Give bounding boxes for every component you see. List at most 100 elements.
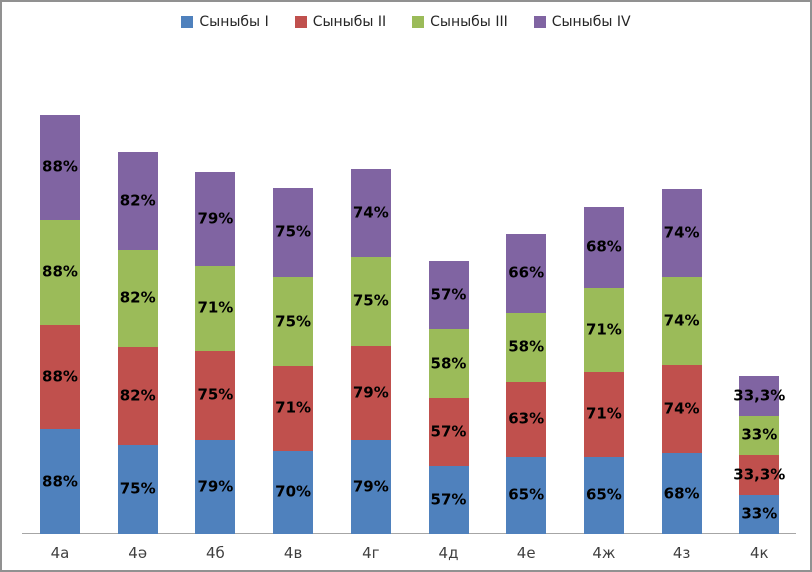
bar-segment[interactable] [506, 456, 547, 534]
bar-label: 74% [352, 203, 389, 222]
bar-segment[interactable] [739, 376, 780, 416]
bar-label: 58% [430, 354, 467, 373]
bar-label: 71% [585, 320, 622, 339]
bar-segment[interactable] [583, 456, 624, 534]
bar-segment[interactable] [195, 266, 236, 351]
bar-segment[interactable] [40, 115, 80, 220]
bar-label: 75% [275, 312, 312, 331]
bar-segment[interactable] [273, 450, 314, 534]
bar-segment[interactable] [350, 439, 391, 534]
legend-item[interactable]: Сыныбы IV [533, 14, 631, 30]
category-label: 4к [749, 544, 769, 562]
legend-item[interactable]: Сыныбы II [294, 14, 387, 30]
bar-segment[interactable] [195, 350, 236, 440]
bar-label: 68% [663, 484, 700, 503]
bar-segment[interactable] [661, 276, 702, 365]
bar-segment[interactable] [350, 168, 391, 257]
bar-label: 57% [430, 490, 467, 509]
bar-label: 79% [197, 209, 234, 228]
bar-label: 63% [508, 409, 545, 428]
bar-segment[interactable] [428, 261, 469, 330]
bar-label: 58% [508, 337, 545, 356]
bar-segment[interactable] [350, 256, 391, 346]
bar-label: 88% [42, 262, 78, 281]
bar-label: 74% [663, 311, 700, 330]
legend-label: Сыныбы II [312, 14, 387, 30]
bar-label: 75% [352, 291, 389, 310]
bar-label: 71% [197, 298, 234, 317]
bar-segment[interactable] [661, 188, 702, 277]
bar-label: 66% [508, 263, 545, 282]
category-label: 4г [362, 544, 380, 562]
bar-label: 79% [352, 477, 389, 496]
bar-label: 57% [430, 422, 467, 441]
bar-label: 82% [119, 288, 156, 307]
bar-label: 33% [741, 504, 778, 523]
bar-label: 75% [119, 479, 156, 498]
x-axis-line [22, 533, 796, 534]
bar-label: 82% [119, 191, 156, 210]
legend-swatch-icon [294, 16, 307, 28]
category-label: 4з [672, 544, 691, 562]
bar-segment[interactable] [661, 365, 702, 454]
bar-segment[interactable] [40, 219, 80, 325]
bar-segment[interactable] [195, 439, 236, 534]
bar-label: 82% [119, 386, 156, 405]
category-label: 4а [50, 544, 70, 562]
bar-segment[interactable] [428, 466, 469, 534]
bar-label: 65% [585, 485, 622, 504]
bar-label: 71% [275, 398, 312, 417]
bar-label: 79% [197, 477, 234, 496]
bar-segment[interactable] [40, 324, 80, 430]
bar-segment[interactable] [273, 366, 314, 451]
bar-segment[interactable] [273, 276, 314, 367]
legend-label: Сыныбы IV [551, 14, 631, 30]
bar-label: 79% [352, 383, 389, 402]
bar-label: 88% [42, 472, 78, 491]
bar-segment[interactable] [117, 152, 158, 250]
bar-segment[interactable] [506, 312, 547, 382]
bar-label: 57% [430, 285, 467, 304]
bar-segment[interactable] [428, 329, 469, 399]
category-label: 4е [516, 544, 536, 562]
legend-swatch-icon [181, 16, 194, 28]
bar-segment[interactable] [350, 345, 391, 440]
bar-segment[interactable] [117, 249, 158, 348]
bar-label: 68% [585, 237, 622, 256]
bar-segment[interactable] [195, 172, 236, 267]
bar-segment[interactable] [583, 287, 624, 373]
bar-segment[interactable] [40, 429, 80, 534]
bar-segment[interactable] [739, 415, 780, 456]
bar-label: 70% [275, 482, 312, 501]
bar-segment[interactable] [273, 187, 314, 277]
bar-segment[interactable] [428, 398, 469, 467]
bar-label: 88% [42, 157, 78, 176]
bar-label: 74% [663, 399, 700, 418]
legend-item[interactable]: Сыныбы III [412, 15, 508, 29]
bar-label: 74% [663, 223, 700, 242]
bar-label: 71% [585, 404, 622, 423]
legend-swatch-icon [412, 16, 425, 28]
bar-label: 88% [42, 367, 78, 386]
bar-label: 75% [197, 385, 234, 404]
legend-item[interactable]: Сыныбы I [181, 15, 269, 29]
bar-label: 33,3% [733, 386, 786, 405]
category-label: 4ж [592, 544, 616, 562]
bar-segment[interactable] [506, 381, 547, 457]
category-label: 4д [438, 544, 459, 562]
bar-segment[interactable] [117, 347, 158, 445]
category-label: 4б [205, 544, 225, 562]
bar-segment[interactable] [117, 444, 158, 534]
bar-segment[interactable] [583, 206, 624, 288]
bar-segment[interactable] [661, 453, 702, 534]
bar-label: 33% [741, 425, 778, 444]
bar-segment[interactable] [739, 494, 780, 534]
category-label: 4в [283, 544, 303, 562]
bar-label: 75% [275, 222, 312, 241]
category-label: 4ә [128, 544, 148, 562]
bar-segment[interactable] [583, 372, 624, 457]
bar-segment[interactable] [506, 234, 547, 313]
bar-segment[interactable] [739, 455, 780, 495]
